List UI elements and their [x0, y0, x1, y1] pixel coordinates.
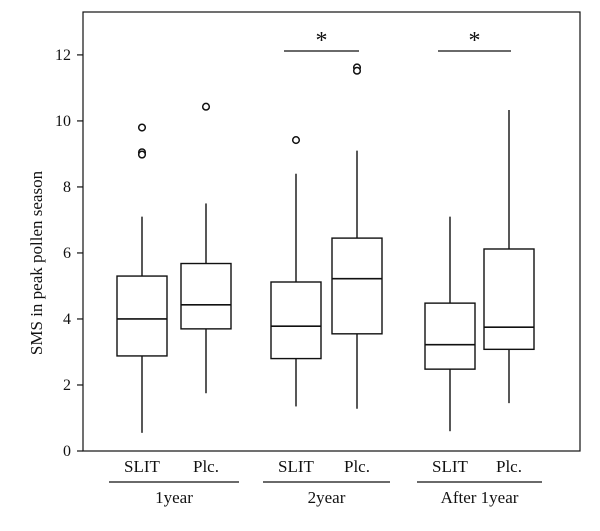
y-tick-label: 6	[63, 245, 71, 262]
box-series: * *	[116, 28, 535, 433]
y-tick-label: 4	[63, 311, 71, 328]
x-category-label: SLIT	[432, 457, 469, 476]
iqr-box	[270, 281, 322, 360]
y-axis-ticks: 0 2 4 6 8 10 12	[55, 47, 83, 460]
x-category-label: SLIT	[124, 457, 161, 476]
significance-star: *	[469, 28, 481, 54]
y-tick-label: 2	[63, 377, 71, 394]
iqr-box	[180, 262, 232, 330]
y-tick-label: 10	[55, 113, 71, 130]
box-0-1	[180, 102, 232, 394]
iqr-box	[424, 302, 476, 370]
y-tick-label: 12	[55, 47, 71, 64]
box-0-0	[116, 123, 168, 433]
outlier-point	[352, 66, 362, 75]
x-category-label: SLIT	[278, 457, 315, 476]
outlier-point	[201, 102, 211, 111]
x-group-label: 1year	[155, 488, 193, 507]
x-category-label: Plc.	[344, 457, 370, 476]
iqr-box	[483, 248, 535, 351]
y-tick-label: 0	[63, 443, 71, 460]
box-2-1	[483, 110, 535, 404]
plot-frame	[82, 11, 581, 452]
outlier-point	[137, 123, 147, 132]
x-category-label: Plc.	[193, 457, 219, 476]
y-tick-label: 8	[63, 179, 71, 196]
x-group-label: After 1year	[441, 488, 519, 507]
box-2-0	[424, 216, 476, 432]
box-1-1	[331, 63, 383, 409]
y-axis-label: SMS in peak pollen season	[27, 170, 46, 355]
iqr-box	[331, 237, 383, 335]
x-category-label: Plc.	[496, 457, 522, 476]
significance-star: *	[316, 28, 328, 54]
outlier-point	[291, 136, 301, 145]
iqr-box	[116, 275, 168, 357]
outlier-point	[137, 150, 147, 159]
box-1-0	[270, 136, 322, 407]
x-group-label: 2year	[308, 488, 346, 507]
